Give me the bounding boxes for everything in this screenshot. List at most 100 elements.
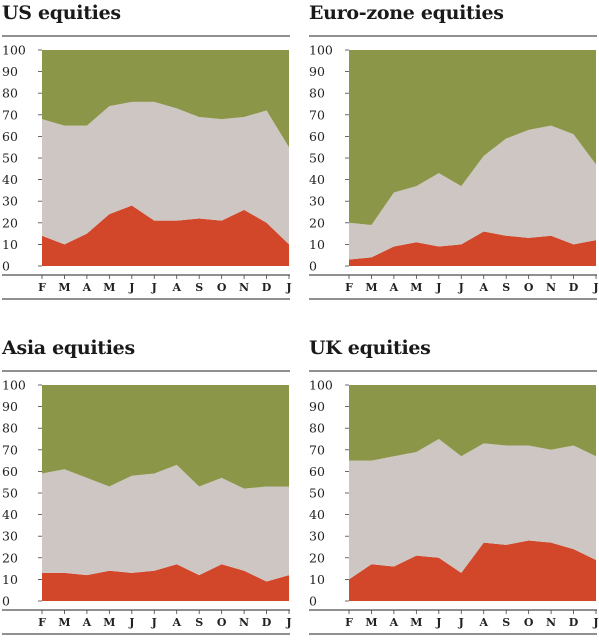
x-tick-label: J [285, 616, 291, 629]
x-tick-label: M [58, 616, 70, 629]
x-tick-label: J [128, 616, 134, 629]
y-tick-label: 90 [309, 64, 325, 79]
x-tick-label: O [524, 281, 534, 294]
area-series-2 [42, 464, 289, 582]
x-tick-label: F [345, 616, 353, 629]
y-tick-label: 100 [309, 378, 333, 393]
y-tick-label: 40 [2, 172, 18, 187]
x-tick-label: M [103, 616, 115, 629]
chart-panel-asia: Asia equities 0 10 20 30 40 50 60 70 80 90 100 F M A M… [2, 337, 292, 637]
y-tick-label: 100 [2, 43, 26, 58]
y-tick-label: 40 [309, 507, 325, 522]
x-tick-label: A [82, 616, 92, 629]
x-tick-label: M [410, 616, 422, 629]
chart-panel-us: US equities 0 10 20 30 40 50 60 70 80 90 100 F M A M J J… [2, 2, 292, 302]
x-tick-label: S [502, 281, 510, 294]
y-tick-label: 90 [2, 64, 18, 79]
y-tick-label: 70 [2, 107, 18, 122]
x-tick-label: S [195, 281, 203, 294]
x-tick-label: A [389, 616, 399, 629]
x-tick-label: N [546, 281, 556, 294]
y-tick-label: 80 [2, 421, 18, 436]
y-tick-label: 0 [2, 259, 10, 274]
y-tick-label: 50 [2, 486, 18, 501]
y-tick-label: 100 [2, 378, 26, 393]
y-tick-label: 20 [2, 550, 18, 565]
area-series-2 [349, 125, 596, 260]
y-tick-label: 10 [2, 572, 18, 587]
y-tick-label: 30 [2, 194, 18, 209]
area-series-3 [349, 50, 596, 225]
x-tick-label: A [82, 281, 92, 294]
x-tick-label: O [217, 281, 227, 294]
x-tick-label: M [103, 281, 115, 294]
x-tick-label: J [458, 616, 464, 629]
x-tick-label: M [365, 281, 377, 294]
y-tick-label: 40 [309, 172, 325, 187]
y-tick-label: 60 [309, 464, 325, 479]
y-tick-label: 30 [309, 194, 325, 209]
y-tick-label: 70 [2, 442, 18, 457]
y-tick-label: 40 [2, 507, 18, 522]
x-tick-label: D [569, 281, 579, 294]
y-tick-label: 80 [2, 86, 18, 101]
y-tick-label: 50 [309, 151, 325, 166]
chart-title: Euro-zone equities [309, 2, 504, 24]
x-tick-label: F [345, 281, 353, 294]
x-tick-label: M [365, 616, 377, 629]
y-tick-label: 50 [2, 151, 18, 166]
x-tick-label: M [410, 281, 422, 294]
area-series-1 [42, 564, 289, 601]
x-tick-label: D [262, 616, 272, 629]
x-tick-label: J [592, 281, 598, 294]
area-series-1 [349, 231, 596, 266]
y-tick-label: 80 [309, 86, 325, 101]
x-tick-label: N [546, 616, 556, 629]
x-tick-label: D [569, 616, 579, 629]
area-series-1 [349, 540, 596, 601]
x-tick-label: A [171, 616, 181, 629]
y-tick-label: 0 [309, 259, 317, 274]
x-tick-label: A [171, 281, 181, 294]
area-series-3 [42, 385, 289, 489]
x-tick-label: N [239, 616, 249, 629]
x-tick-label: J [285, 281, 291, 294]
x-tick-label: J [458, 281, 464, 294]
x-tick-label: A [389, 281, 399, 294]
chart-title: UK equities [309, 337, 431, 359]
x-tick-label: A [478, 616, 488, 629]
y-tick-label: 50 [309, 486, 325, 501]
area-series-2 [349, 439, 596, 580]
y-tick-label: 60 [309, 129, 325, 144]
x-tick-label: O [217, 616, 227, 629]
y-tick-label: 100 [309, 43, 333, 58]
x-tick-label: F [38, 616, 46, 629]
y-tick-label: 30 [309, 529, 325, 544]
x-tick-label: O [524, 616, 534, 629]
x-tick-label: J [151, 281, 157, 294]
chart-panel-eurozone: Euro-zone equities 0 10 20 30 40 50 60 70 80 90 10… [309, 2, 599, 302]
y-tick-label: 10 [309, 237, 325, 252]
y-tick-label: 10 [2, 237, 18, 252]
y-tick-label: 20 [309, 215, 325, 230]
y-tick-label: 0 [2, 594, 10, 609]
y-tick-label: 60 [2, 129, 18, 144]
y-tick-label: 70 [309, 107, 325, 122]
x-tick-label: J [592, 616, 598, 629]
y-tick-label: 30 [2, 529, 18, 544]
y-tick-label: 0 [309, 594, 317, 609]
y-tick-label: 80 [309, 421, 325, 436]
x-tick-label: S [502, 616, 510, 629]
x-tick-label: J [435, 616, 441, 629]
x-tick-label: J [435, 281, 441, 294]
x-tick-label: D [262, 281, 272, 294]
area-series-2 [42, 101, 289, 245]
y-tick-label: 90 [309, 399, 325, 414]
area-series-3 [349, 385, 596, 461]
area-series-3 [42, 50, 289, 148]
x-tick-label: M [58, 281, 70, 294]
y-tick-label: 10 [309, 572, 325, 587]
chart-title: Asia equities [2, 337, 135, 359]
x-tick-label: A [478, 281, 488, 294]
